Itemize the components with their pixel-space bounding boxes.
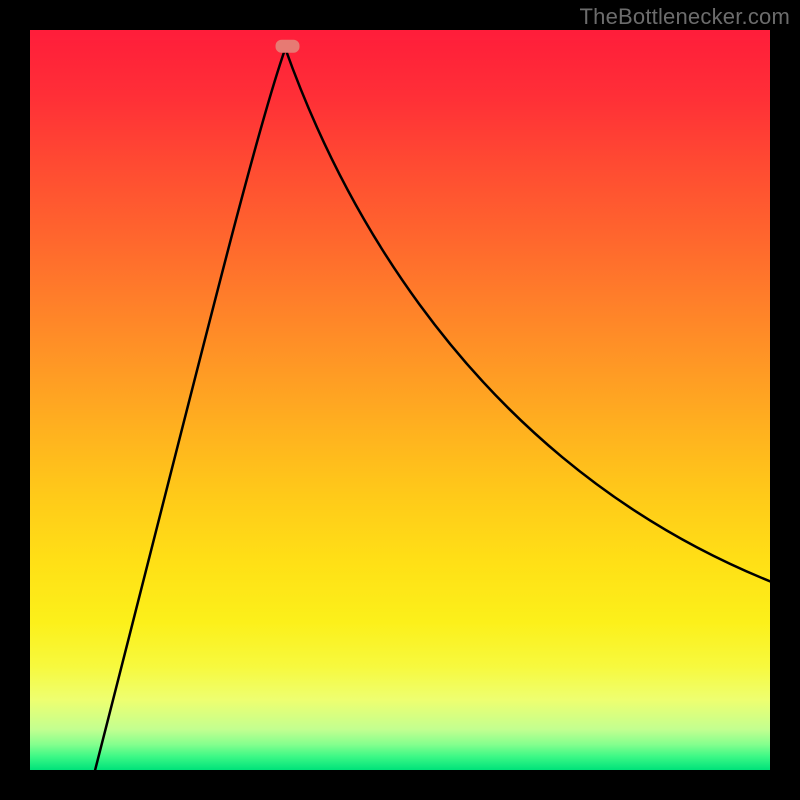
attribution-text: TheBottlenecker.com xyxy=(580,4,790,30)
minimum-marker xyxy=(276,40,300,53)
plot-background xyxy=(30,30,770,770)
chart-root: TheBottlenecker.com xyxy=(0,0,800,800)
bottleneck-chart xyxy=(0,0,800,800)
